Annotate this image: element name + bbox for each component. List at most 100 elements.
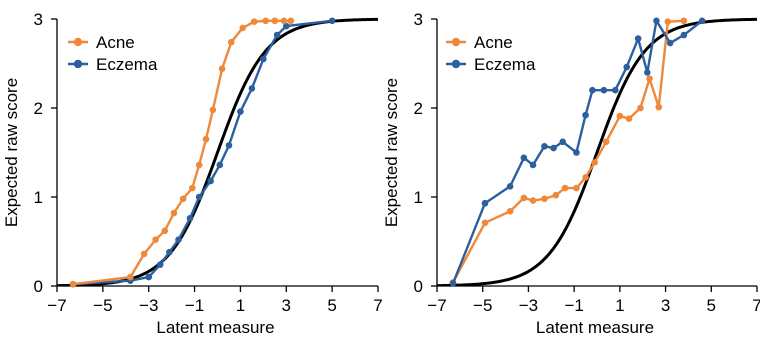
- y-tick-label: 1: [34, 188, 43, 207]
- data-point-eczema: [156, 261, 164, 268]
- data-point-acne: [287, 17, 295, 25]
- chart-panel-1: −7 −5 −3 −1 1 3 5 7 0 1 2 3 Latent measure Expected r…: [2, 10, 383, 337]
- data-point-acne: [529, 197, 537, 204]
- y-tick-label: 3: [34, 10, 43, 29]
- x-axis-title: Latent measure: [536, 318, 654, 337]
- data-point-eczema: [643, 69, 651, 76]
- data-point-eczema: [573, 149, 580, 156]
- data-point-eczema: [195, 193, 203, 201]
- data-point-acne: [170, 209, 178, 217]
- x-tick-label: −5: [473, 296, 492, 315]
- data-point-eczema: [611, 86, 619, 94]
- data-point-eczema: [582, 111, 589, 119]
- x-tick-label: −7: [47, 296, 66, 315]
- data-point-eczema: [449, 280, 457, 287]
- y-tick-label: 2: [414, 99, 423, 118]
- data-point-eczema: [481, 199, 489, 207]
- data-point-acne: [280, 17, 288, 25]
- x-tick-label: −1: [185, 296, 204, 315]
- legend-swatch-marker: [451, 37, 461, 47]
- data-point-acne: [250, 18, 258, 25]
- data-point-acne: [209, 106, 217, 114]
- data-point-acne: [271, 17, 279, 25]
- data-point-acne: [655, 103, 663, 111]
- data-point-eczema: [506, 183, 514, 190]
- x-tick-label: 1: [615, 296, 624, 315]
- legend: Acne Eczema: [68, 33, 158, 74]
- legend-label-eczema: Eczema: [96, 55, 158, 74]
- data-point-acne: [218, 65, 226, 73]
- y-tick-label: 2: [34, 99, 43, 118]
- data-point-eczema: [634, 35, 642, 42]
- data-point-eczema: [529, 161, 537, 169]
- y-tick-label: 3: [414, 10, 423, 29]
- data-point-acne: [506, 207, 514, 215]
- data-point-eczema: [698, 17, 706, 25]
- legend-swatch-marker: [73, 37, 83, 47]
- data-point-eczema: [273, 31, 281, 39]
- data-point-eczema: [541, 142, 548, 150]
- data-point-eczema: [589, 86, 596, 94]
- data-point-acne: [680, 17, 688, 25]
- data-point-eczema: [145, 273, 153, 281]
- x-tick-label: 1: [236, 296, 245, 315]
- data-point-eczema: [166, 248, 173, 256]
- legend: Acne Eczema: [446, 33, 536, 74]
- data-point-eczema: [550, 144, 557, 152]
- chart-panel-2: −7 −5 −3 −1 1 3 5 7 0 1 2 3 Latent measure Expected r…: [382, 10, 760, 337]
- legend-label-acne: Acne: [474, 33, 513, 52]
- data-point-acne: [202, 135, 210, 143]
- legend-swatch-marker: [73, 59, 83, 69]
- data-point-acne: [552, 191, 560, 199]
- x-tick-label: 7: [373, 296, 382, 315]
- data-point-acne: [140, 250, 148, 258]
- data-point-eczema: [225, 142, 233, 149]
- y-tick-label: 1: [414, 188, 423, 207]
- data-point-eczema: [186, 215, 194, 222]
- data-point-eczema: [260, 55, 267, 63]
- data-point-acne: [582, 174, 589, 181]
- data-point-eczema: [175, 236, 182, 244]
- x-tick-label: −7: [427, 296, 446, 315]
- x-tick-label: −5: [93, 296, 112, 315]
- data-point-eczema: [216, 161, 224, 169]
- data-point-acne: [520, 194, 528, 202]
- data-point-eczema: [559, 138, 567, 146]
- x-tick-label: −3: [519, 296, 538, 315]
- x-tick-label: −1: [564, 296, 583, 315]
- data-point-eczema: [680, 31, 688, 39]
- data-point-eczema: [666, 39, 674, 47]
- x-tick-label: 5: [327, 296, 336, 315]
- x-tick-label: 5: [707, 296, 716, 315]
- data-point-acne: [481, 219, 489, 227]
- data-point-acne: [161, 227, 169, 235]
- data-point-acne: [637, 104, 644, 112]
- legend-label-acne: Acne: [96, 33, 135, 52]
- y-tick-label: 0: [34, 277, 43, 296]
- data-point-acne: [152, 236, 159, 244]
- data-point-acne: [239, 24, 247, 32]
- data-point-eczema: [207, 177, 214, 185]
- data-point-eczema: [248, 85, 256, 92]
- data-point-acne: [227, 38, 235, 46]
- data-point-eczema: [282, 22, 290, 30]
- data-point-acne: [573, 184, 580, 192]
- data-point-acne: [625, 115, 633, 122]
- legend-swatch-marker: [451, 59, 461, 69]
- data-point-acne: [561, 184, 569, 192]
- x-tick-label: 7: [752, 296, 760, 315]
- data-point-acne: [188, 184, 196, 192]
- data-point-acne: [602, 138, 610, 146]
- y-axis-title: Expected raw score: [382, 78, 401, 227]
- data-point-acne: [646, 75, 653, 82]
- data-point-eczema: [653, 17, 660, 25]
- x-tick-label: 3: [661, 296, 670, 315]
- data-point-acne: [591, 158, 599, 166]
- data-point-acne: [195, 161, 203, 169]
- data-point-eczema: [237, 108, 244, 115]
- data-point-acne: [664, 18, 672, 25]
- data-point-eczema: [600, 86, 608, 94]
- data-point-acne: [541, 195, 548, 203]
